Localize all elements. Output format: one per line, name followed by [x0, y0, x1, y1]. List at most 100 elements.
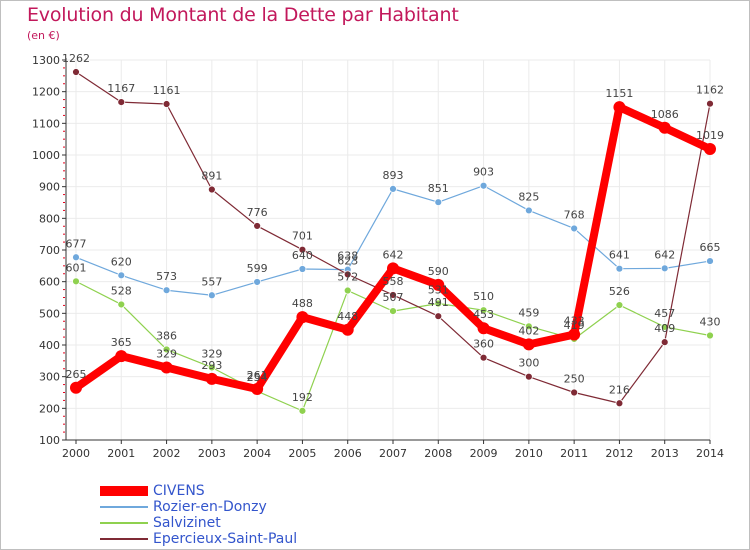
- legend-swatch: [100, 522, 148, 524]
- data-label: 491: [428, 296, 449, 309]
- data-point: [479, 181, 488, 190]
- data-label: 1162: [696, 84, 724, 97]
- data-point: [117, 300, 126, 309]
- y-tick-label: 700: [39, 244, 60, 257]
- data-point: [389, 307, 397, 316]
- data-point: [72, 253, 80, 262]
- data-point: [70, 381, 82, 394]
- data-point: [658, 121, 671, 134]
- data-label: 891: [201, 170, 222, 183]
- data-label: 365: [111, 336, 132, 349]
- x-tick-label: 2012: [605, 447, 633, 460]
- y-tick-label: 900: [39, 181, 60, 194]
- data-point: [660, 264, 669, 273]
- data-point: [615, 301, 624, 310]
- y-tick-label: 1200: [32, 86, 60, 99]
- data-label: 448: [337, 310, 358, 323]
- data-label: 300: [518, 357, 539, 370]
- data-point: [207, 363, 216, 372]
- data-label: 572: [337, 271, 358, 284]
- x-tick-label: 2011: [560, 447, 588, 460]
- data-point: [613, 101, 626, 114]
- x-tick-label: 2008: [424, 447, 452, 460]
- x-tick-label: 2010: [515, 447, 543, 460]
- data-point: [251, 383, 264, 396]
- y-tick-label: 600: [39, 276, 60, 289]
- data-point: [477, 322, 490, 335]
- data-point: [568, 328, 581, 341]
- chart-subtitle: (en €): [27, 29, 60, 42]
- data-label: 192: [292, 391, 313, 404]
- data-label: 488: [292, 297, 313, 310]
- y-tick-label: 800: [39, 212, 60, 225]
- data-label: 528: [111, 284, 132, 297]
- data-point: [389, 184, 397, 193]
- data-label: 402: [518, 324, 539, 337]
- data-point: [706, 331, 714, 340]
- data-label: 409: [654, 322, 675, 335]
- data-label: 531: [428, 284, 449, 297]
- data-label: 638: [337, 250, 358, 263]
- data-point: [207, 185, 216, 194]
- data-point: [434, 198, 443, 207]
- data-point: [660, 323, 669, 331]
- data-label: 590: [428, 265, 449, 278]
- data-point: [570, 388, 579, 397]
- data-point: [434, 299, 443, 308]
- data-label: 419: [564, 319, 585, 332]
- y-tick-label: 200: [39, 402, 60, 415]
- data-label: 507: [383, 291, 404, 304]
- data-point: [298, 265, 307, 273]
- data-point: [706, 257, 714, 265]
- data-point: [434, 312, 443, 321]
- data-point: [479, 306, 488, 315]
- data-label: 640: [292, 249, 313, 262]
- data-label: 430: [700, 316, 721, 329]
- data-label: 665: [700, 241, 721, 254]
- x-tick-label: 2006: [334, 447, 362, 460]
- x-tick-label: 2007: [379, 447, 407, 460]
- data-point: [298, 406, 307, 415]
- data-point: [162, 345, 171, 354]
- legend-swatch: [100, 486, 148, 496]
- data-point: [298, 245, 307, 254]
- y-tick-label: 500: [39, 307, 60, 320]
- data-point: [524, 372, 533, 381]
- data-label: 825: [518, 190, 539, 203]
- data-point: [479, 353, 488, 362]
- data-label: 641: [609, 249, 630, 262]
- data-label: 1167: [107, 82, 135, 95]
- y-tick-label: 100: [39, 434, 60, 447]
- data-label: 265: [66, 368, 87, 381]
- legend-swatch: [100, 506, 148, 508]
- x-tick-label: 2005: [288, 447, 316, 460]
- legend-label: Rozier-en-Donzy: [153, 499, 267, 515]
- data-point: [343, 286, 352, 295]
- data-label: 557: [201, 275, 222, 288]
- data-point: [522, 338, 535, 351]
- data-label: 329: [201, 347, 222, 360]
- data-label: 599: [247, 262, 268, 275]
- legend-label: CIVENS: [153, 483, 205, 499]
- data-label: 903: [473, 166, 494, 179]
- x-tick-label: 2013: [651, 447, 679, 460]
- data-point: [660, 338, 669, 347]
- data-point: [117, 98, 126, 107]
- data-point: [253, 222, 262, 230]
- data-label: 601: [66, 261, 87, 274]
- data-label: 254: [247, 371, 268, 384]
- data-label: 293: [201, 359, 222, 372]
- data-label: 776: [247, 206, 268, 219]
- data-point: [296, 311, 309, 324]
- data-label: 457: [654, 307, 675, 320]
- x-tick-label: 2003: [198, 447, 226, 460]
- data-point: [207, 291, 216, 300]
- data-label: 386: [156, 329, 177, 342]
- data-label: 510: [473, 290, 494, 303]
- data-label: 677: [66, 237, 87, 250]
- x-tick-label: 2004: [243, 447, 271, 460]
- legend-label: Epercieux-Saint-Paul: [153, 531, 298, 547]
- x-tick-label: 2009: [470, 447, 498, 460]
- x-tick-label: 2002: [153, 447, 181, 460]
- data-label: 893: [383, 169, 404, 182]
